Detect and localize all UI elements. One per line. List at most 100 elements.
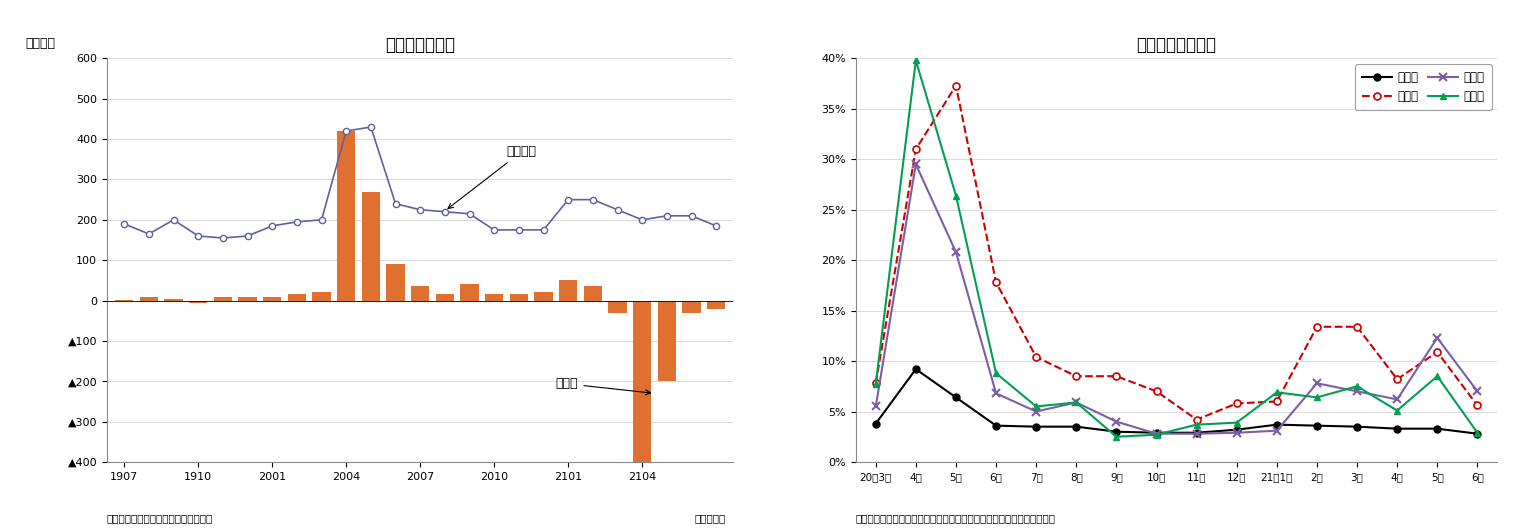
Bar (362, 192, 380, 301)
Text: （資料）総務省統計局「労働力調査」: （資料）総務省統計局「労働力調査」 (107, 513, 214, 523)
宿泊業 (1308, 323, 1326, 330)
娯楽業 (1308, 394, 1326, 400)
Bar (165, 298, 183, 301)
宿泊業 (1227, 400, 1245, 407)
娯楽業 (1108, 433, 1126, 440)
宿泊業 (1187, 416, 1206, 423)
宿泊業 (987, 279, 1005, 286)
娯楽業 (1067, 399, 1085, 406)
全産業 (1348, 424, 1366, 430)
Text: 前年差: 前年差 (556, 378, 651, 395)
全産業 (1067, 424, 1085, 430)
Bar (707, 301, 726, 309)
宿泊業 (1429, 349, 1447, 355)
Title: 主な産業別休業率: 主な産業別休業率 (1137, 36, 1216, 54)
Bar (338, 131, 356, 301)
宿泊業 (1027, 354, 1045, 360)
飲食店 (906, 161, 924, 167)
Bar (312, 293, 330, 301)
飲食店 (1268, 427, 1287, 434)
宿泊業 (1387, 376, 1406, 382)
飲食店 (1348, 388, 1366, 395)
Bar (535, 293, 553, 301)
Line: 飲食店: 飲食店 (871, 160, 1482, 438)
Legend: 全産業, 宿泊業, 飲食店, 娯楽業: 全産業, 宿泊業, 飲食店, 娯楽業 (1355, 64, 1491, 110)
全産業 (987, 423, 1005, 429)
全産業 (1268, 422, 1287, 428)
飲食店 (1468, 388, 1487, 395)
娯楽業 (1187, 422, 1206, 428)
Bar (460, 285, 478, 301)
全産業 (1227, 426, 1245, 433)
全産業 (1148, 430, 1166, 436)
全産業 (1468, 431, 1487, 437)
娯楽業 (987, 370, 1005, 376)
飲食店 (1067, 399, 1085, 406)
飲食店 (947, 249, 966, 255)
娯楽業 (1027, 404, 1045, 410)
娯楽業 (1387, 407, 1406, 414)
飲食店 (1027, 408, 1045, 415)
娯楽業 (866, 381, 885, 388)
Text: 休業者数: 休業者数 (448, 145, 536, 209)
宿泊業 (1067, 373, 1085, 379)
Bar (657, 301, 675, 381)
飲食店 (1308, 380, 1326, 387)
宿泊業 (1468, 402, 1487, 409)
宿泊業 (1148, 388, 1166, 395)
Bar (608, 301, 626, 313)
飲食店 (987, 390, 1005, 397)
宿泊業 (1348, 323, 1366, 330)
Bar (287, 295, 306, 301)
全産業 (1387, 425, 1406, 432)
飲食店 (866, 404, 885, 410)
娯楽業 (1429, 373, 1447, 379)
全産業 (1187, 430, 1206, 436)
Text: （年・月）: （年・月） (695, 513, 726, 523)
Bar (633, 301, 651, 466)
Bar (238, 296, 257, 301)
Bar (510, 295, 529, 301)
娯楽業 (947, 192, 966, 199)
Bar (683, 301, 701, 313)
娯楽業 (1348, 383, 1366, 390)
宿泊業 (1268, 398, 1287, 405)
Bar (411, 286, 429, 301)
Bar (387, 264, 405, 301)
全産業 (1429, 425, 1447, 432)
Line: 全産業: 全産業 (872, 366, 1481, 437)
Text: （資料）総務省統計局「労働力調査」　（注）休業率＝休業者／就業者: （資料）総務省統計局「労働力調査」 （注）休業率＝休業者／就業者 (856, 513, 1056, 523)
娯楽業 (906, 57, 924, 64)
Bar (263, 296, 281, 301)
飲食店 (1429, 335, 1447, 341)
全産業 (947, 394, 966, 400)
娯楽業 (1227, 419, 1245, 426)
Bar (435, 295, 454, 301)
全産業 (866, 421, 885, 427)
Line: 娯楽業: 娯楽業 (872, 57, 1481, 440)
全産業 (1108, 429, 1126, 435)
Bar (214, 297, 232, 301)
Bar (139, 296, 157, 301)
宿泊業 (1108, 373, 1126, 379)
Bar (559, 280, 578, 301)
Bar (584, 286, 602, 301)
宿泊業 (906, 146, 924, 152)
Bar (115, 299, 133, 301)
Bar (484, 295, 503, 301)
飲食店 (1227, 430, 1245, 436)
全産業 (1308, 423, 1326, 429)
全産業 (1027, 424, 1045, 430)
Bar (189, 301, 208, 303)
Title: 休業者数の推移: 休業者数の推移 (385, 36, 455, 54)
飲食店 (1148, 431, 1166, 437)
飲食店 (1187, 431, 1206, 437)
飲食店 (1108, 418, 1126, 425)
娯楽業 (1268, 389, 1287, 396)
Line: 宿泊業: 宿泊業 (872, 82, 1481, 423)
娯楽業 (1148, 432, 1166, 438)
飲食店 (1387, 396, 1406, 402)
娯楽業 (1468, 430, 1487, 436)
宿泊業 (947, 82, 966, 89)
宿泊業 (866, 380, 885, 387)
